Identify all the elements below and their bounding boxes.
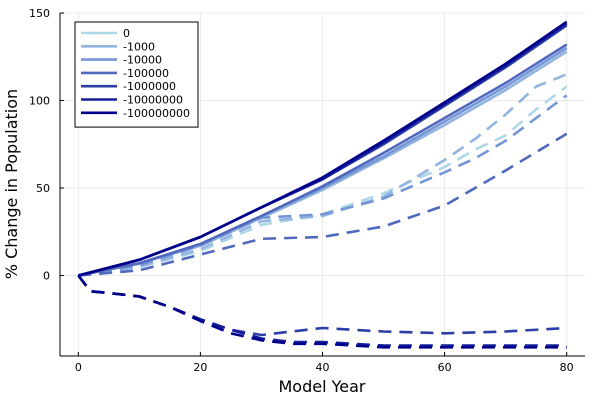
legend-label: -1000000	[123, 80, 176, 93]
legend-label: -10000	[123, 54, 162, 67]
y-tick-label: 50	[36, 182, 50, 195]
y-axis-title: % Change in Population	[2, 89, 21, 279]
series-dashed-line-0	[78, 85, 568, 277]
y-tick-label: 100	[29, 95, 50, 108]
legend-label: -10000000	[123, 94, 183, 107]
series-dashed-line-6	[77, 274, 567, 349]
legend-label: -1000	[123, 40, 155, 53]
x-axis-title: Model Year	[279, 377, 366, 396]
x-tick-label: 60	[438, 361, 452, 374]
series-solid-line-3	[78, 43, 568, 277]
x-tick-label: 0	[75, 361, 82, 374]
y-tick-label: 0	[43, 270, 50, 283]
x-tick-label: 20	[193, 361, 207, 374]
series-lines	[77, 20, 568, 349]
series-dashed-line-1	[78, 73, 568, 277]
x-tick-label: 40	[316, 361, 330, 374]
legend: 0-1000-10000-100000-1000000-10000000-100…	[74, 21, 199, 128]
legend-box	[74, 21, 199, 128]
y-tick-label: 150	[29, 7, 50, 20]
legend-label: 0	[123, 27, 130, 40]
x-tick-label: 80	[560, 361, 574, 374]
axes: 0 20 40 60 80 0 50 100 150	[29, 7, 585, 374]
series-dashed-line-2	[78, 94, 568, 277]
legend-label: -100000	[123, 67, 169, 80]
series-solid-line-6	[77, 20, 568, 277]
series-dashed-line-3	[78, 132, 568, 277]
legend-label: -100000000	[123, 107, 190, 120]
